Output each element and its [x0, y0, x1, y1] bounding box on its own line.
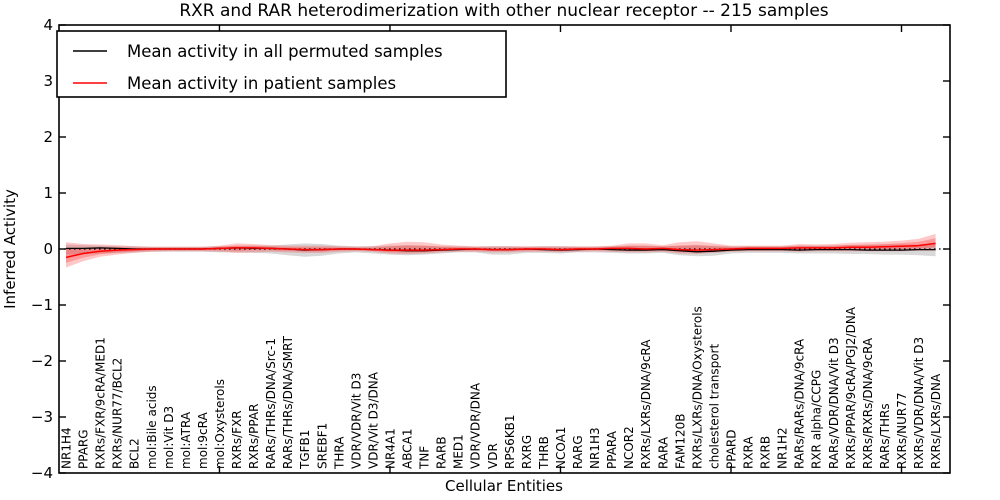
x-tick-label: FAM120B: [673, 414, 687, 470]
x-tick-label: THRA: [332, 436, 346, 470]
patient-range-band-outer: [66, 233, 936, 268]
x-tick-label: RARs/THRs/DNA/Src-1: [264, 338, 278, 469]
x-tick-label: mol:9cRA: [196, 412, 210, 469]
x-tick-label: NCOR2: [622, 426, 636, 469]
x-tick-label: TNF: [418, 446, 432, 470]
x-tick-label: VDR/Vit D3/DNA: [366, 371, 380, 469]
x-tick-label: cholesterol transport: [707, 343, 721, 469]
x-tick-label: TGFB1: [298, 430, 312, 470]
x-tick-label: RXRs/FXR: [230, 410, 244, 469]
y-axis-label: Inferred Activity: [1, 189, 19, 309]
x-tick-label: RARA: [656, 436, 670, 469]
y-tick-label: 0: [43, 240, 53, 258]
x-tick-label: RXRs/LXRs/DNA/9cRA: [639, 339, 653, 469]
x-tick-label: NCOA1: [554, 427, 568, 469]
x-tick-label: NR4A1: [383, 428, 397, 469]
x-tick-label: SREBF1: [315, 423, 329, 469]
y-tick-label: 4: [43, 16, 53, 34]
x-tick-label: THRB: [537, 436, 551, 470]
legend-frame: [56, 30, 507, 98]
x-tick-label: RXRB: [759, 436, 773, 469]
x-tick-label: mol:Vit D3: [162, 406, 176, 469]
legend: Mean activity in all permuted samples Me…: [56, 30, 507, 98]
patient-mean-line: [65, 242, 936, 259]
x-tick-label: RXRs/NUR77/BCL2: [111, 358, 125, 469]
y-tick-label: −1: [31, 296, 53, 314]
x-tick-label: RARB: [435, 436, 449, 469]
x-tick-label: mol:Oxysterols: [213, 379, 227, 469]
x-tick-label: RXRA: [742, 436, 756, 469]
plot-layer: [59, 233, 950, 268]
x-tick-label: RXRs/PPAR: [247, 404, 261, 469]
x-tick-label: NR1H4: [60, 427, 74, 469]
x-axis-label: Cellular Entities: [445, 477, 563, 495]
patient-range-band-inner: [66, 238, 936, 263]
y-tick-label: 1: [43, 184, 53, 202]
legend-label-patient: Mean activity in patient samples: [127, 74, 396, 93]
x-tick-label: MED1: [452, 434, 466, 469]
y-tick-label: −3: [31, 408, 53, 426]
y-tick-label: 3: [43, 72, 53, 90]
x-tick-label: RXRs/FXR/9cRA/MED1: [94, 337, 108, 469]
x-tick-label: PPARD: [724, 430, 738, 470]
x-tick-label: BCL2: [128, 438, 142, 469]
x-tick-label: RXRs/RXRs/DNA/9cRA: [861, 337, 875, 469]
x-tick-label: mol:ATRA: [179, 411, 193, 469]
x-tick-label: RARG: [571, 435, 585, 469]
x-tick-label: RXR alpha/CCPG: [810, 370, 824, 469]
x-tick-label: RARs/THRs: [878, 403, 892, 469]
x-tick-label: RARs/VDR/DNA/Vit D3: [827, 337, 841, 469]
x-tick-label: NR1H3: [588, 427, 602, 469]
y-tick-label: 2: [43, 128, 53, 146]
x-tick-label: VDR: [486, 443, 500, 469]
x-tick-label: RXRs/LXRs/DNA/Oxysterols: [690, 306, 704, 469]
x-tick-label: RXRG: [520, 435, 534, 469]
x-tick-label: RXRs/PPAR/9cRA/PGJ2/DNA: [844, 306, 858, 469]
x-tick-label: RXRs/NUR77: [895, 392, 909, 469]
x-tick-label: NR1H2: [776, 427, 790, 469]
x-tick-label: VDR/VDR/DNA: [469, 382, 483, 469]
x-tick-label: PPARA: [605, 430, 619, 469]
x-tick-label: RXRs/LXRs/DNA: [929, 373, 943, 469]
chart-title: RXR and RAR heterodimerization with othe…: [179, 1, 828, 21]
x-tick-label: RPS6KB1: [503, 414, 517, 469]
y-tick-label: −4: [31, 464, 53, 482]
x-tick-label: PPARG: [77, 429, 91, 469]
x-tick-label: RXRs/VDR/DNA/Vit D3: [912, 337, 926, 469]
x-tick-label: ABCA1: [401, 429, 415, 469]
x-tick-label: RARs/THRs/DNA/SMRT: [281, 335, 295, 469]
x-tick-label: RARs/RARs/DNA/9cRA: [793, 338, 807, 469]
y-tick-label: −2: [31, 352, 53, 370]
x-tick-label: VDR/VDR/Vit D3: [349, 373, 363, 469]
legend-label-permuted: Mean activity in all permuted samples: [127, 42, 443, 61]
x-tick-label: mol:Bile acids: [145, 385, 159, 469]
axes-layer: 4 3 2 1 0 −1 −2 −3 −4 NR1H4 PPARG RXRs/FXR/9cRA/MED…: [31, 16, 950, 482]
